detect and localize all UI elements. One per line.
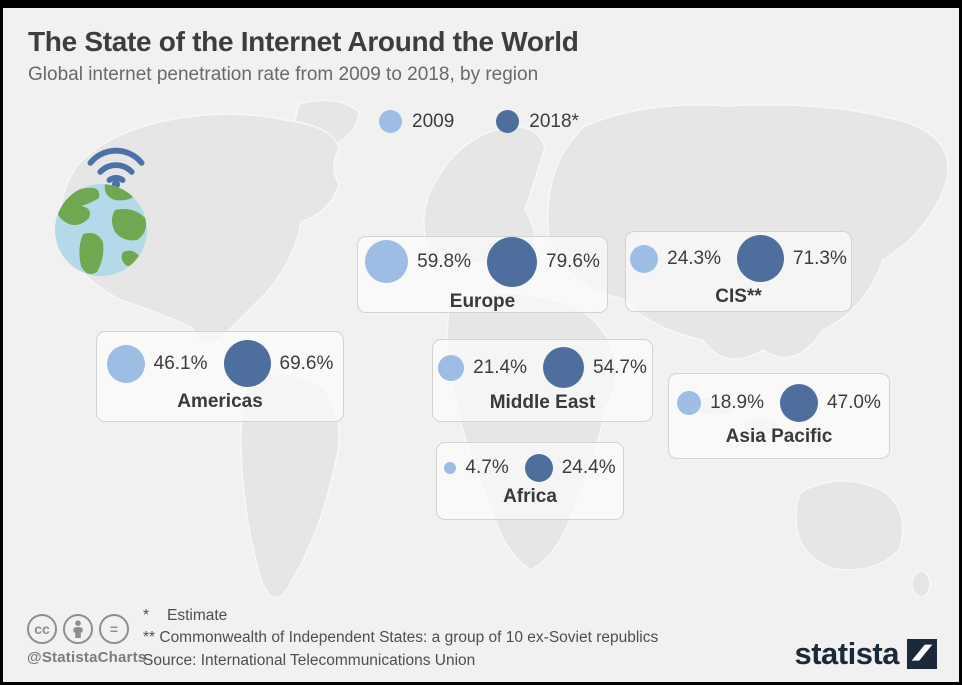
bubble-row: 21.4% 54.7% [438, 347, 647, 388]
value-2009: 4.7% [465, 457, 509, 478]
infographic-canvas: The State of the Internet Around the Wor… [3, 8, 959, 682]
bubble-2009 [438, 354, 465, 381]
legend-item-2009: 2009 [379, 110, 454, 133]
value-2018: 47.0% [827, 392, 881, 413]
statista-logo-mark [907, 639, 937, 669]
legend-label-2009: 2009 [412, 110, 455, 132]
bubble-2009 [106, 344, 145, 383]
value-2018: 69.6% [279, 352, 334, 374]
value-2009: 59.8% [417, 250, 471, 272]
bubble-row: 46.1% 69.6% [106, 340, 334, 387]
statista-wordmark: statista [794, 636, 899, 671]
footnote-estimate: * Estimate [143, 605, 658, 627]
page-subtitle: Global internet penetration rate from 20… [28, 64, 539, 85]
legend-label-2018: 2018* [529, 110, 579, 132]
bubble-2009 [677, 391, 702, 415]
value-2009: 21.4% [473, 356, 527, 378]
region-label: Americas [177, 391, 263, 412]
value-2018: 79.6% [546, 250, 600, 272]
value-2018: 54.7% [593, 356, 647, 378]
value-2018: 24.4% [561, 457, 616, 478]
region-card-europe: 59.8% 79.6% Europe [357, 236, 608, 313]
legend-swatch-2018 [496, 110, 520, 133]
source-line: Source: International Telecommunications… [143, 652, 476, 669]
value-2009: 18.9% [710, 392, 764, 413]
bubble-row: 18.9% 47.0% [677, 384, 881, 422]
footnote-marker: * [143, 607, 150, 624]
bubble-2018 [543, 347, 584, 388]
region-card-asia-pacific: 18.9% 47.0% Asia Pacific [668, 373, 890, 459]
legend: 2009 2018* [379, 110, 579, 133]
cc-icon: cc [27, 614, 57, 644]
footnote-text: Estimate [167, 607, 228, 624]
attribution-person-icon [63, 614, 93, 644]
region-label: CIS** [715, 286, 762, 307]
page-title: The State of the Internet Around the Wor… [28, 26, 579, 57]
bubble-2009 [365, 240, 409, 283]
value-2018: 71.3% [793, 247, 847, 269]
region-label: Middle East [489, 392, 596, 413]
region-card-americas: 46.1% 69.6% Americas [96, 331, 344, 422]
bubble-2018 [737, 235, 784, 282]
region-label: Africa [503, 486, 557, 507]
bubble-row: 4.7% 24.4% [444, 454, 616, 482]
wifi-globe-pictogram [51, 130, 166, 290]
bubble-row: 59.8% 79.6% [365, 236, 600, 287]
bubble-2009 [630, 244, 659, 273]
region-card-africa: 4.7% 24.4% Africa [436, 442, 624, 520]
globe-icon [55, 184, 147, 276]
wifi-icon [87, 147, 145, 188]
bubble-2018 [780, 384, 818, 422]
value-2009: 46.1% [153, 352, 208, 374]
no-derivatives-icon: = [99, 614, 129, 644]
legend-swatch-2009 [379, 110, 402, 133]
bubble-2018 [524, 454, 553, 482]
footnote-cis: ** Commonwealth of Independent States: a… [143, 629, 659, 646]
bubble-row: 24.3% 71.3% [630, 235, 847, 282]
region-card-cis: 24.3% 71.3% CIS** [625, 231, 852, 312]
cc-attribution-block: cc = @StatistaCharts [27, 614, 147, 666]
bubble-2009 [444, 462, 457, 474]
bubble-2018 [487, 236, 537, 287]
region-label: Europe [449, 290, 516, 312]
footnotes: * Estimate ** Commonwealth of Independent… [143, 605, 658, 672]
statista-logo: statista [794, 636, 937, 672]
region-card-middle-east: 21.4% 54.7% Middle East [432, 339, 653, 422]
statista-charts-handle: @StatistaCharts [27, 649, 147, 666]
region-label: Asia Pacific [725, 426, 833, 447]
bubble-2018 [223, 340, 271, 387]
legend-item-2018: 2018* [496, 110, 579, 133]
value-2009: 24.3% [667, 247, 721, 269]
